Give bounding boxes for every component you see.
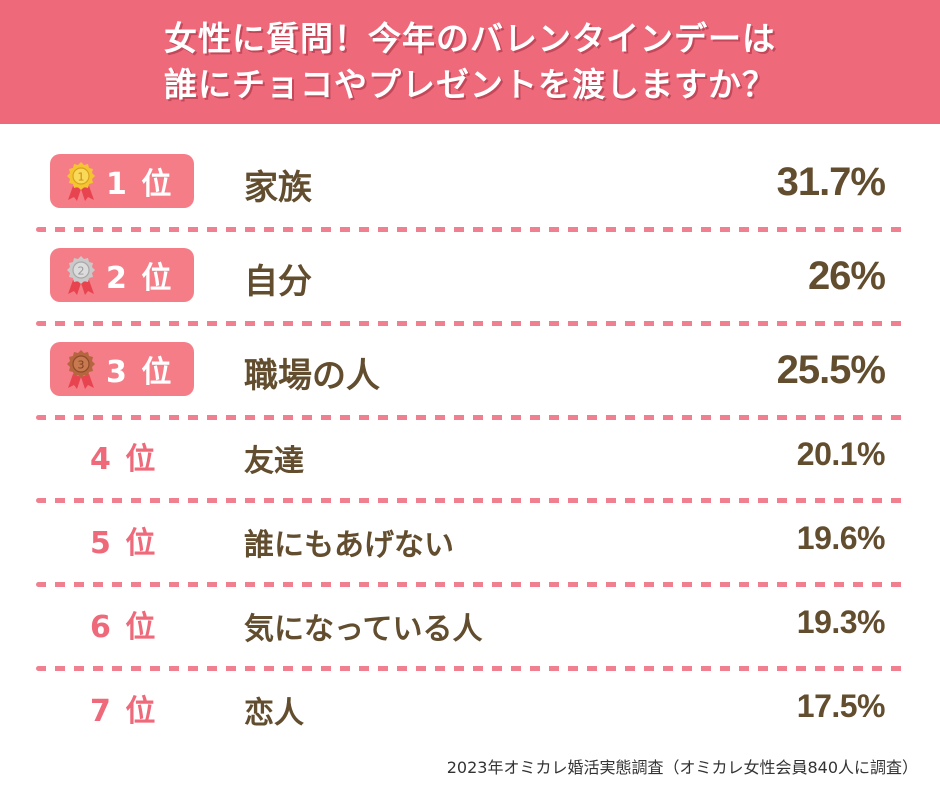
silver-medal-icon: 2 xyxy=(64,254,98,296)
percentage-value: 26% xyxy=(807,254,886,298)
gold-medal-icon: 1 xyxy=(64,160,98,202)
svg-text:1: 1 xyxy=(78,171,85,184)
source-footnote: 2023年オミカレ婚活実態調査（オミカレ女性会員840人に調査） xyxy=(446,758,918,777)
percentage-value: 25.5% xyxy=(776,348,886,392)
ranking-row-5: 5 位 誰にもあげない 19.6% xyxy=(0,506,940,590)
recipient-label: 友達 xyxy=(244,444,304,479)
recipient-label: 気になっている人 xyxy=(244,612,483,647)
svg-text:3: 3 xyxy=(78,359,85,372)
title-line-2: 誰にチョコやプレゼントを渡しますか？ xyxy=(164,65,776,104)
recipient-label: 恋人 xyxy=(244,696,304,731)
ranking-list: 1 1 位 家族 31.7% 2 2 位 自分 26% xyxy=(0,140,940,758)
title-line-1: 女性に質問！今年のバレンタインデーは xyxy=(164,19,776,58)
rank-label: 6 位 xyxy=(90,610,158,645)
ranking-row-4: 4 位 友達 20.1% xyxy=(0,422,940,506)
rank-badge: 1 1 位 xyxy=(50,154,194,208)
recipient-label: 家族 xyxy=(244,168,312,208)
recipient-label: 職場の人 xyxy=(244,356,380,396)
ranking-row-3: 3 3 位 職場の人 25.5% xyxy=(0,328,940,422)
bronze-medal-icon: 3 xyxy=(64,348,98,390)
title-banner: 女性に質問！今年のバレンタインデーは 誰にチョコやプレゼントを渡しますか？ xyxy=(0,0,940,124)
rank-label: 2 位 xyxy=(106,261,174,296)
ranking-row-1: 1 1 位 家族 31.7% xyxy=(0,140,940,234)
rank-label: 4 位 xyxy=(90,442,158,477)
recipient-label: 自分 xyxy=(244,262,312,302)
percentage-value: 19.6% xyxy=(796,520,886,556)
percentage-value: 31.7% xyxy=(776,160,886,204)
percentage-value: 17.5% xyxy=(796,688,886,724)
svg-text:2: 2 xyxy=(78,265,85,278)
ranking-row-6: 6 位 気になっている人 19.3% xyxy=(0,590,940,674)
dashed-divider xyxy=(36,582,908,587)
percentage-value: 20.1% xyxy=(796,436,886,472)
dashed-divider xyxy=(36,666,908,671)
dashed-divider xyxy=(36,227,908,232)
rank-label: 3 位 xyxy=(106,355,174,390)
rank-badge: 3 3 位 xyxy=(50,342,194,396)
ranking-row-7: 7 位 恋人 17.5% xyxy=(0,674,940,758)
rank-label: 7 位 xyxy=(90,694,158,729)
rank-badge: 2 2 位 xyxy=(50,248,194,302)
rank-label: 1 位 xyxy=(106,167,174,202)
recipient-label: 誰にもあげない xyxy=(244,528,454,563)
ranking-row-2: 2 2 位 自分 26% xyxy=(0,234,940,328)
dashed-divider xyxy=(36,498,908,503)
dashed-divider xyxy=(36,415,908,420)
dashed-divider xyxy=(36,321,908,326)
percentage-value: 19.3% xyxy=(796,604,886,640)
rank-label: 5 位 xyxy=(90,526,158,561)
